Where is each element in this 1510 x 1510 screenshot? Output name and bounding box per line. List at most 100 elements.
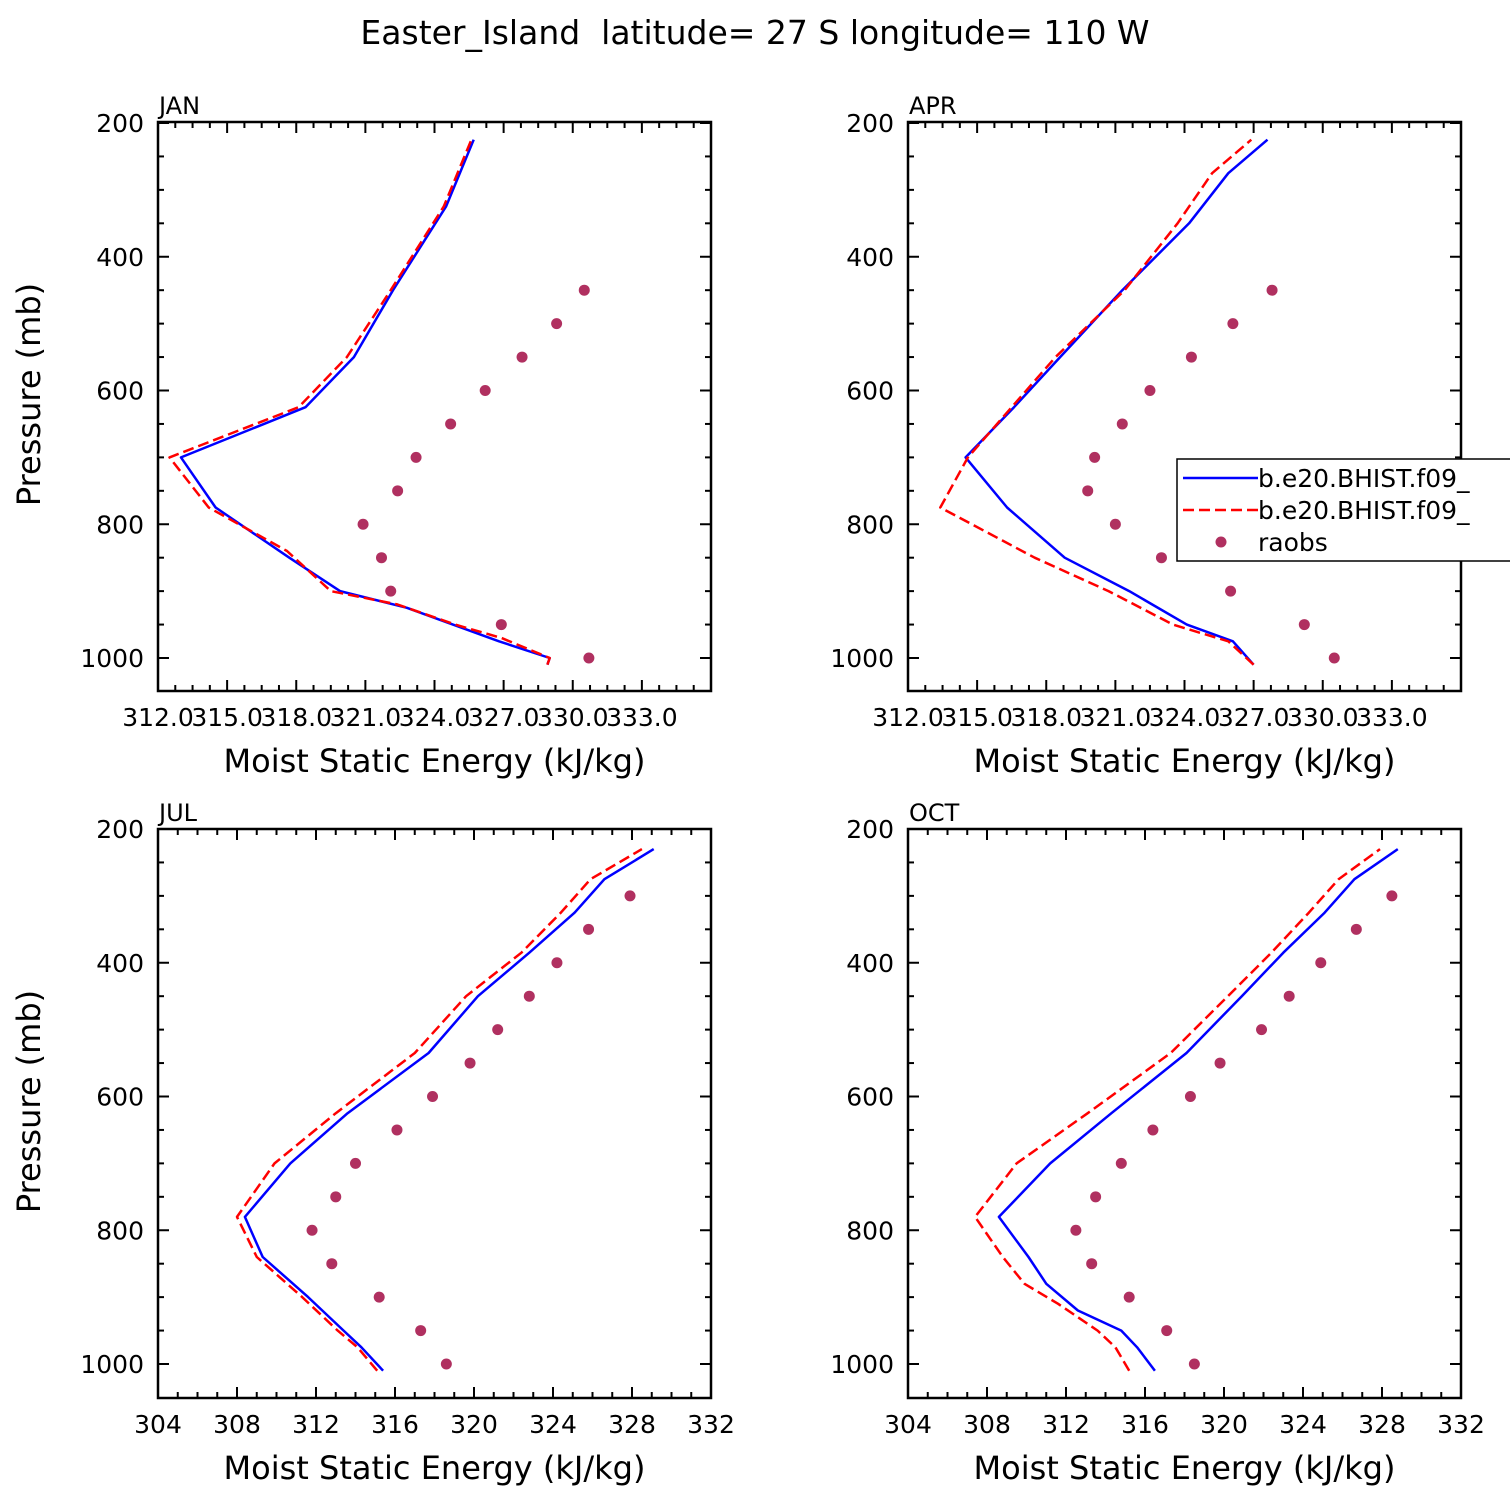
y-tick-label: 1000 — [830, 1350, 894, 1379]
series-line-dashed — [235, 848, 643, 1372]
x-tick-label: 330.0 — [537, 703, 609, 732]
panel-apr: APR 312.0315.0318.0321.0324.0327.0330.033… — [830, 92, 1463, 780]
x-tick-label: 304 — [134, 1410, 182, 1439]
raobs-point — [1086, 1258, 1098, 1270]
y-tick-label: 1000 — [830, 644, 894, 673]
raobs-point — [1227, 318, 1239, 330]
raobs-point — [385, 585, 397, 597]
raobs-point — [583, 923, 595, 935]
raobs-point — [1266, 284, 1278, 296]
raobs-point — [1188, 1358, 1200, 1370]
raobs-point — [1386, 890, 1398, 902]
raobs-point — [464, 1057, 476, 1069]
raobs-point — [1161, 1325, 1173, 1337]
y-tick-label: 200 — [846, 815, 894, 844]
x-tick-label: 312 — [292, 1410, 340, 1439]
raobs-point — [516, 351, 528, 363]
y-tick-label: 400 — [846, 243, 894, 272]
y-tick-label: 200 — [846, 109, 894, 138]
raobs-point — [1350, 923, 1362, 935]
series-line-dashed — [168, 139, 551, 666]
x-axis-label: Moist Static Energy (kJ/kg) — [974, 742, 1396, 780]
series-line-dashed — [973, 848, 1381, 1372]
x-tick-label: 327.0 — [468, 703, 540, 732]
raobs-point — [1115, 1157, 1127, 1169]
x-tick-label: 333.0 — [606, 703, 678, 732]
y-tick-label: 1000 — [80, 1350, 144, 1379]
x-tick-label: 318.0 — [260, 703, 332, 732]
plot-frame — [156, 827, 713, 1400]
x-tick-label: 316 — [371, 1410, 419, 1439]
raobs-point — [492, 1024, 504, 1036]
raobs-point — [1123, 1291, 1135, 1303]
panel-title: APR — [909, 92, 957, 120]
raobs-point — [306, 1224, 318, 1236]
raobs-point — [1185, 351, 1197, 363]
series-line-solid — [964, 138, 1269, 666]
x-tick-label: 320 — [450, 1410, 498, 1439]
raobs-point — [427, 1091, 439, 1102]
raobs-point — [1082, 485, 1094, 497]
raobs-point — [1184, 1091, 1196, 1102]
raobs-point — [551, 957, 563, 969]
x-tick-label: 308 — [213, 1410, 261, 1439]
plot-frame — [906, 827, 1463, 1400]
x-tick-label: 324 — [529, 1410, 577, 1439]
raobs-point — [1328, 652, 1340, 664]
y-tick-label: 800 — [846, 510, 894, 539]
y-tick-label: 600 — [96, 377, 144, 406]
raobs-point — [415, 1325, 427, 1337]
raobs-point — [373, 1291, 385, 1303]
raobs-point — [1315, 957, 1327, 969]
x-axis-label: Moist Static Energy (kJ/kg) — [224, 1449, 646, 1487]
y-tick-label: 600 — [846, 1083, 894, 1112]
legend-label: b.e20.BHIST.f09_ — [1258, 496, 1470, 525]
raobs-point — [1090, 1191, 1102, 1203]
y-tick-label: 200 — [96, 815, 144, 844]
y-tick-label: 600 — [846, 377, 894, 406]
raobs-point — [350, 1157, 361, 1169]
x-tick-label: 328 — [1358, 1410, 1406, 1439]
raobs-point — [523, 990, 535, 1002]
raobs-point — [1256, 1024, 1268, 1036]
x-tick-label: 320 — [1200, 1410, 1248, 1439]
plot-frame — [156, 120, 713, 693]
y-axis-label: Pressure (mb) — [10, 990, 48, 1213]
raobs-point — [1155, 552, 1167, 564]
x-axis-label: Moist Static Energy (kJ/kg) — [974, 1449, 1396, 1487]
series-line-solid — [997, 848, 1399, 1372]
raobs-point — [410, 451, 422, 463]
x-tick-label: 324 — [1279, 1410, 1327, 1439]
legend-marker — [1215, 536, 1227, 548]
x-tick-label: 327.0 — [1218, 703, 1290, 732]
raobs-point — [392, 485, 404, 497]
x-tick-label: 328 — [608, 1410, 656, 1439]
y-tick-label: 1000 — [80, 644, 144, 673]
raobs-point — [376, 552, 388, 564]
y-tick-label: 800 — [96, 510, 144, 539]
plot-frame — [906, 120, 1463, 693]
legend-label: raobs — [1258, 528, 1328, 557]
raobs-point — [391, 1124, 403, 1136]
x-tick-label: 316 — [1121, 1410, 1169, 1439]
y-tick-label: 200 — [96, 109, 144, 138]
x-tick-label: 332 — [687, 1410, 735, 1439]
panel-jul: JUL 304 308 312 316 320 324 328 332 200 400 600 800 1… — [10, 799, 735, 1487]
x-tick-label: 304 — [884, 1410, 932, 1439]
series-line-solid — [179, 139, 551, 666]
panels: JAN312.0315.0318.0321.0324.0327.0330.033… — [10, 92, 1485, 1487]
x-tick-label: 333.0 — [1356, 703, 1428, 732]
panel-jan: JAN 312.0315.0318.0321.0324.0327.0330.033… — [10, 92, 713, 780]
panel-oct: OCT 304 308 312 316 320 324 328 332 200 400 600 800 1… — [830, 799, 1484, 1487]
x-tick-label: 332 — [1437, 1410, 1485, 1439]
x-tick-label: 321.0 — [330, 703, 402, 732]
x-tick-label: 330.0 — [1287, 703, 1359, 732]
x-tick-label: 321.0 — [1080, 703, 1152, 732]
x-tick-label: 312.0 — [872, 703, 944, 732]
raobs-point — [440, 1358, 452, 1370]
x-tick-label: 312 — [1042, 1410, 1090, 1439]
raobs-point — [1116, 418, 1128, 430]
y-tick-label: 400 — [96, 949, 144, 978]
raobs-point — [445, 418, 457, 430]
